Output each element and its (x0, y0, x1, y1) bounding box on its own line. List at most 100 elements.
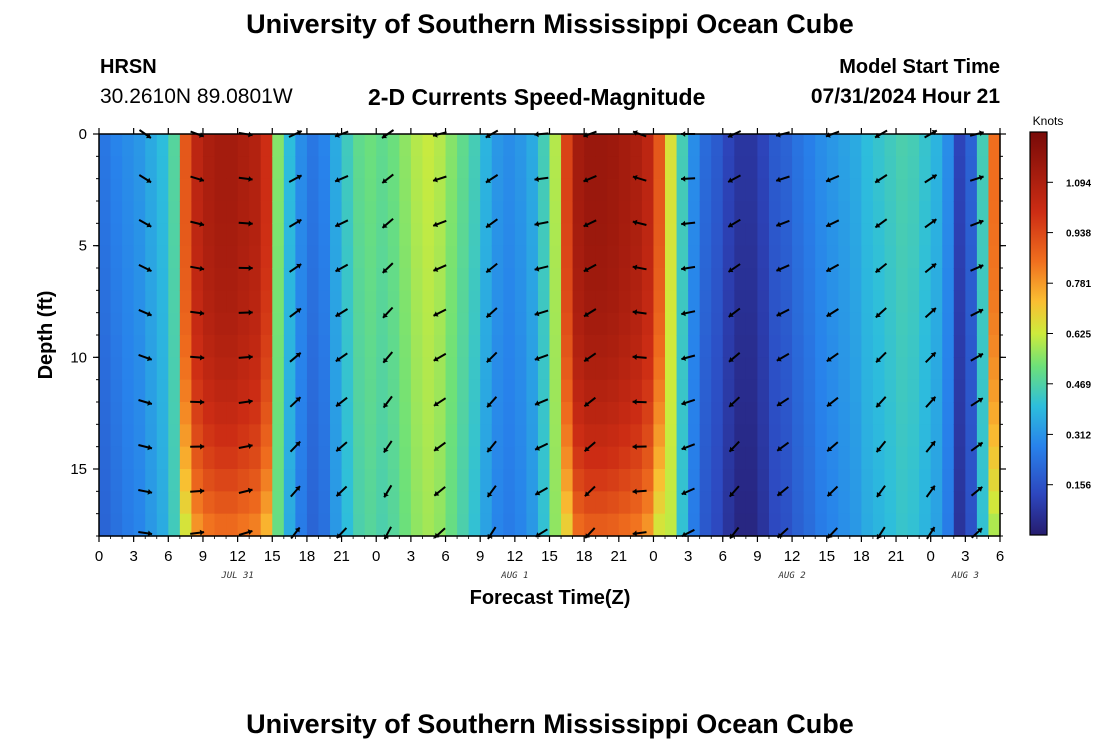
heatmap-cell (919, 335, 932, 358)
heatmap-cell (792, 312, 805, 336)
heatmap-cell (976, 402, 990, 425)
heatmap-cell (734, 134, 747, 157)
heatmap-cell (468, 469, 481, 492)
colorbar-unit: Knots (1033, 114, 1064, 128)
heatmap-cell (503, 357, 516, 381)
heatmap-cell (306, 290, 320, 314)
heatmap-cell (122, 156, 135, 180)
heatmap-cell (942, 201, 955, 224)
heatmap-cell (433, 357, 447, 381)
arrow-head (681, 489, 687, 496)
heatmap-cell (99, 513, 112, 537)
heatmap-cell (376, 290, 389, 314)
arrow-head (875, 267, 881, 273)
heatmap-cell (595, 424, 608, 448)
heatmap-cell (537, 402, 551, 425)
heatmap-cell (976, 312, 990, 336)
arrow-head (827, 446, 833, 452)
heatmap-cell (815, 223, 828, 247)
heatmap-cell (884, 335, 897, 358)
heatmap-cell (942, 402, 955, 425)
current-arrow (681, 310, 696, 317)
heatmap-cell (399, 446, 412, 470)
heatmap-cell (942, 290, 955, 314)
heatmap-cell (630, 156, 643, 180)
heatmap-cell (156, 223, 169, 247)
heatmap-cell (699, 245, 712, 269)
heatmap-cell (549, 491, 562, 515)
heatmap-cell (341, 513, 354, 537)
heatmap-cell (665, 201, 678, 224)
current-arrow (727, 263, 741, 273)
heatmap-cell (849, 134, 862, 157)
heatmap-cell (353, 156, 366, 180)
arrow-head (199, 132, 204, 138)
heatmap-cell (341, 268, 354, 291)
heatmap-cell (168, 424, 181, 448)
heatmap-cell (491, 201, 504, 224)
heatmap-cell (306, 245, 320, 269)
current-arrow (583, 174, 597, 183)
heatmap-cell (549, 424, 562, 448)
heatmap-cell (260, 513, 273, 537)
heatmap-cell (988, 379, 1001, 403)
heatmap-cell (491, 245, 504, 269)
heatmap-cell (226, 446, 239, 470)
heatmap-cell (768, 245, 782, 269)
heatmap-cell (942, 268, 955, 291)
heatmap-cell (630, 379, 643, 403)
heatmap-cell (168, 513, 181, 537)
heatmap-cell (884, 357, 897, 381)
heatmap-cell (641, 469, 655, 492)
heatmap-cell (468, 379, 481, 403)
heatmap-cell (526, 335, 539, 358)
current-arrow (190, 488, 205, 495)
heatmap-cell (607, 379, 620, 403)
heatmap-cell (572, 312, 585, 336)
current-arrow (238, 487, 253, 494)
heatmap-cell (861, 312, 874, 336)
heatmap-cell (595, 402, 608, 425)
heatmap-cell (549, 201, 562, 224)
heatmap-cell (283, 201, 296, 224)
heatmap-cell (572, 201, 585, 224)
arrow-head (146, 177, 152, 183)
heatmap-cell (942, 223, 955, 247)
heatmap-cell (283, 178, 296, 202)
arrow-head (295, 441, 301, 447)
arrow-head (248, 443, 253, 449)
heatmap-cell (537, 424, 551, 448)
heatmap-cell (872, 402, 886, 425)
heatmap-cell (630, 290, 643, 314)
heatmap-cell (549, 156, 562, 180)
current-arrow (534, 221, 549, 227)
heatmap-cell (480, 312, 493, 336)
heatmap-cell (387, 223, 400, 247)
arrow-head (681, 310, 686, 317)
heatmap-cell (641, 513, 655, 537)
heatmap-cell (295, 424, 308, 448)
heatmap-cell (514, 491, 527, 515)
heatmap-cell (561, 357, 574, 381)
heatmap-cell (630, 402, 643, 425)
heatmap-cell (780, 245, 793, 269)
heatmap-cell (249, 245, 262, 269)
heatmap-cell (838, 245, 851, 269)
heatmap-cell (595, 156, 608, 180)
heatmap-cell (145, 357, 158, 381)
heatmap-cell (387, 290, 400, 314)
heatmap-cell (872, 513, 886, 537)
x-tick-label: 15 (818, 548, 835, 565)
heatmap-cell (630, 335, 643, 358)
heatmap-cell (341, 402, 354, 425)
current-arrow (190, 265, 205, 272)
heatmap-cell (295, 268, 308, 291)
heatmap-cell (364, 357, 377, 381)
heatmap-cell (734, 312, 747, 336)
heatmap-cell (584, 335, 597, 358)
heatmap-cell (503, 446, 516, 470)
heatmap-cell (168, 223, 181, 247)
heatmap-cell (514, 134, 527, 157)
heatmap-cell (537, 357, 551, 381)
current-arrow (926, 526, 936, 540)
